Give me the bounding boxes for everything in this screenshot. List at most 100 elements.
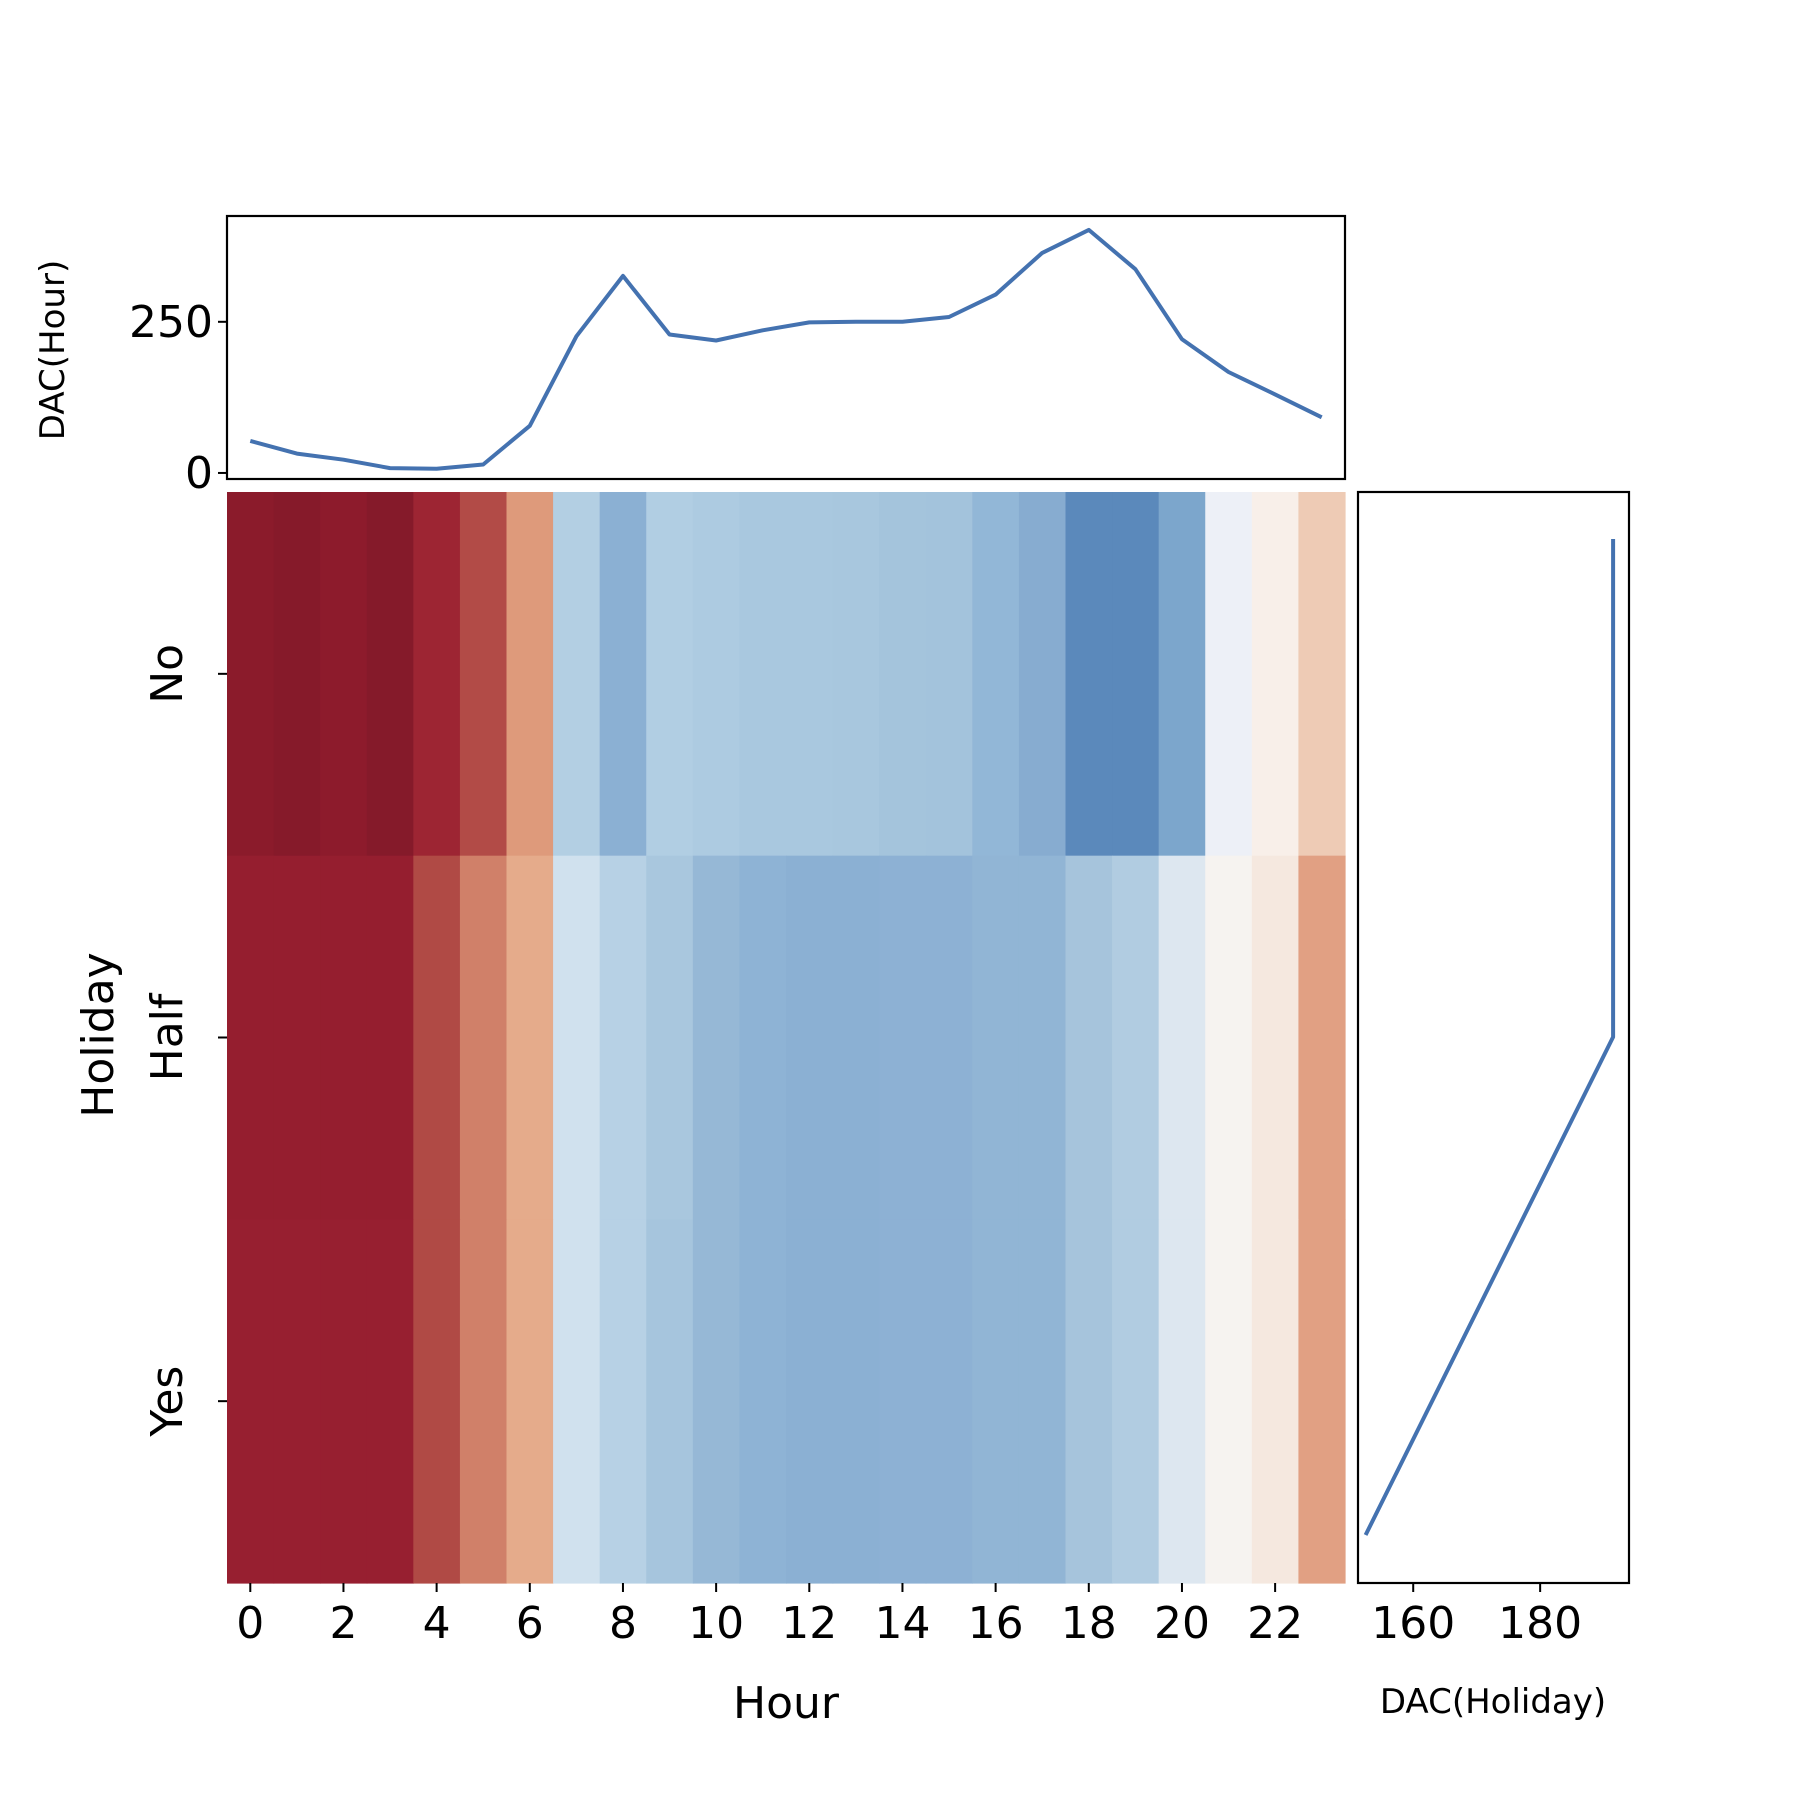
right-line-x-axis-label: DAC(Holiday) bbox=[1380, 1682, 1606, 1722]
heatmap-cell-no-5 bbox=[459, 492, 508, 857]
top-line-y-tick-label: 0 bbox=[185, 448, 213, 499]
heatmap-cell-yes-0 bbox=[227, 1219, 275, 1584]
heatmap-x-tick-label: 18 bbox=[1061, 1598, 1117, 1649]
top-line-panel: 0 250 bbox=[129, 214, 1347, 499]
heatmap-cell-yes-19 bbox=[1112, 1219, 1160, 1584]
heatmap-cell-no-2 bbox=[320, 492, 368, 857]
heatmap-x-axis-label: Hour bbox=[733, 1678, 840, 1729]
heatmap-cell-yes-22 bbox=[1251, 1219, 1300, 1584]
heatmap-x-tick-label: 10 bbox=[688, 1598, 744, 1649]
heatmap-cell-yes-11 bbox=[739, 1219, 787, 1584]
heatmap-cell-half-1 bbox=[273, 855, 321, 1220]
heatmap-cell-no-0 bbox=[227, 492, 275, 857]
heatmap-x-tick-label: 20 bbox=[1154, 1598, 1210, 1649]
heatmap-cell-yes-7 bbox=[553, 1219, 601, 1584]
heatmap-y-tick-label: No bbox=[142, 644, 193, 704]
heatmap-x-tick-label: 0 bbox=[236, 1598, 264, 1649]
heatmap-y-tick-label: Half bbox=[142, 992, 193, 1081]
heatmap-cell-half-9 bbox=[646, 855, 694, 1220]
heatmap-cell-yes-5 bbox=[459, 1219, 508, 1584]
heatmap-cell-no-10 bbox=[692, 492, 741, 857]
heatmap-cell-no-16 bbox=[972, 492, 1020, 857]
heatmap-cell-half-18 bbox=[1065, 855, 1113, 1220]
right-line-x-tick-label: 160 bbox=[1371, 1598, 1455, 1649]
heatmap-x-tick-label: 8 bbox=[609, 1598, 637, 1649]
heatmap-cell-no-21 bbox=[1205, 492, 1253, 857]
heatmap-cell-yes-14 bbox=[879, 1219, 927, 1584]
heatmap-cell-half-8 bbox=[599, 855, 647, 1220]
heatmap-cell-half-23 bbox=[1298, 855, 1346, 1220]
top-line-y-axis-label: DAC(Hour) bbox=[33, 260, 73, 440]
heatmap-cell-half-0 bbox=[227, 855, 275, 1220]
heatmap-cell-yes-1 bbox=[273, 1219, 321, 1584]
heatmap-cell-yes-23 bbox=[1298, 1219, 1346, 1584]
heatmap-x-tick-label: 2 bbox=[329, 1598, 357, 1649]
heatmap-cell-yes-13 bbox=[832, 1219, 880, 1584]
heatmap-cell-yes-3 bbox=[366, 1219, 414, 1584]
heatmap-cell-half-22 bbox=[1251, 855, 1300, 1220]
heatmap-cell-half-19 bbox=[1112, 855, 1160, 1220]
right-line-x-tick-label: 180 bbox=[1498, 1598, 1582, 1649]
heatmap-cell-half-12 bbox=[786, 855, 834, 1220]
heatmap-cell-no-17 bbox=[1018, 492, 1067, 857]
heatmap-cell-no-3 bbox=[366, 492, 414, 857]
heatmap-cell-no-22 bbox=[1251, 492, 1300, 857]
heatmap-cell-yes-9 bbox=[646, 1219, 694, 1584]
heatmap-cell-yes-16 bbox=[972, 1219, 1020, 1584]
heatmap-cell-yes-20 bbox=[1158, 1219, 1206, 1584]
heatmap-cell-half-11 bbox=[739, 855, 787, 1220]
heatmap-cell-yes-15 bbox=[925, 1219, 973, 1584]
heatmap-cell-yes-18 bbox=[1065, 1219, 1113, 1584]
heatmap-cell-half-7 bbox=[553, 855, 601, 1220]
heatmap-cell-no-15 bbox=[925, 492, 973, 857]
heatmap-cell-half-20 bbox=[1158, 855, 1206, 1220]
heatmap-cell-no-23 bbox=[1298, 492, 1346, 857]
top-line-y-tick-label: 250 bbox=[129, 297, 213, 348]
heatmap-cell-half-16 bbox=[972, 855, 1020, 1220]
heatmap-cell-no-20 bbox=[1158, 492, 1206, 857]
heatmap-cell-no-14 bbox=[879, 492, 927, 857]
heatmap-cell-no-1 bbox=[273, 492, 321, 857]
heatmap-x-tick-label: 16 bbox=[968, 1598, 1024, 1649]
heatmap-cell-half-4 bbox=[413, 855, 461, 1220]
heatmap-cell-half-17 bbox=[1018, 855, 1067, 1220]
heatmap-y-axis-label: Holiday bbox=[73, 952, 124, 1117]
heatmap-cell-yes-8 bbox=[599, 1219, 647, 1584]
heatmap-x-tick-label: 4 bbox=[423, 1598, 451, 1649]
heatmap-cell-half-13 bbox=[832, 855, 880, 1220]
heatmap-cell-no-4 bbox=[413, 492, 461, 857]
heatmap-cell-half-6 bbox=[506, 855, 554, 1220]
heatmap-cell-half-2 bbox=[320, 855, 368, 1220]
heatmap-cell-yes-4 bbox=[413, 1219, 461, 1584]
heatmap-cell-no-18 bbox=[1065, 492, 1113, 857]
right-line-panel: 160 180 bbox=[1356, 490, 1631, 1649]
heatmap-x-tick-label: 12 bbox=[781, 1598, 837, 1649]
heatmap-cell-half-10 bbox=[692, 855, 741, 1220]
heatmap-cell-no-7 bbox=[553, 492, 601, 857]
heatmap-cell-half-14 bbox=[879, 855, 927, 1220]
heatmap-axes: 0 2 4 6 8 10 12 14 16 18 20 22 No Half Yes bbox=[142, 644, 1303, 1649]
heatmap-x-tick-label: 6 bbox=[516, 1598, 544, 1649]
heatmap-cell-yes-2 bbox=[320, 1219, 368, 1584]
heatmap-cell-no-8 bbox=[599, 492, 647, 857]
heatmap-cell-yes-21 bbox=[1205, 1219, 1253, 1584]
heatmap-cell-half-3 bbox=[366, 855, 414, 1220]
top-line-frame bbox=[225, 214, 1347, 481]
right-line-series bbox=[1363, 539, 1616, 1536]
right-line-frame bbox=[1356, 490, 1631, 1585]
heatmap-cell-half-15 bbox=[925, 855, 973, 1220]
heatmap-x-tick-label: 14 bbox=[874, 1598, 930, 1649]
heatmap-cell-no-6 bbox=[506, 492, 554, 857]
heatmap-cell-no-13 bbox=[832, 492, 880, 857]
heatmap-cell-half-5 bbox=[459, 855, 508, 1220]
heatmap-cell-yes-6 bbox=[506, 1219, 554, 1584]
heatmap-cell-yes-17 bbox=[1018, 1219, 1067, 1584]
heatmap-x-tick-label: 22 bbox=[1247, 1598, 1303, 1649]
heatmap-cell-no-11 bbox=[739, 492, 787, 857]
heatmap-cells bbox=[227, 492, 1346, 1584]
heatmap-cell-half-21 bbox=[1205, 855, 1253, 1220]
heatmap-cell-yes-12 bbox=[786, 1219, 834, 1584]
heatmap-y-tick-label: Yes bbox=[142, 1366, 193, 1438]
heatmap-cell-no-19 bbox=[1112, 492, 1160, 857]
